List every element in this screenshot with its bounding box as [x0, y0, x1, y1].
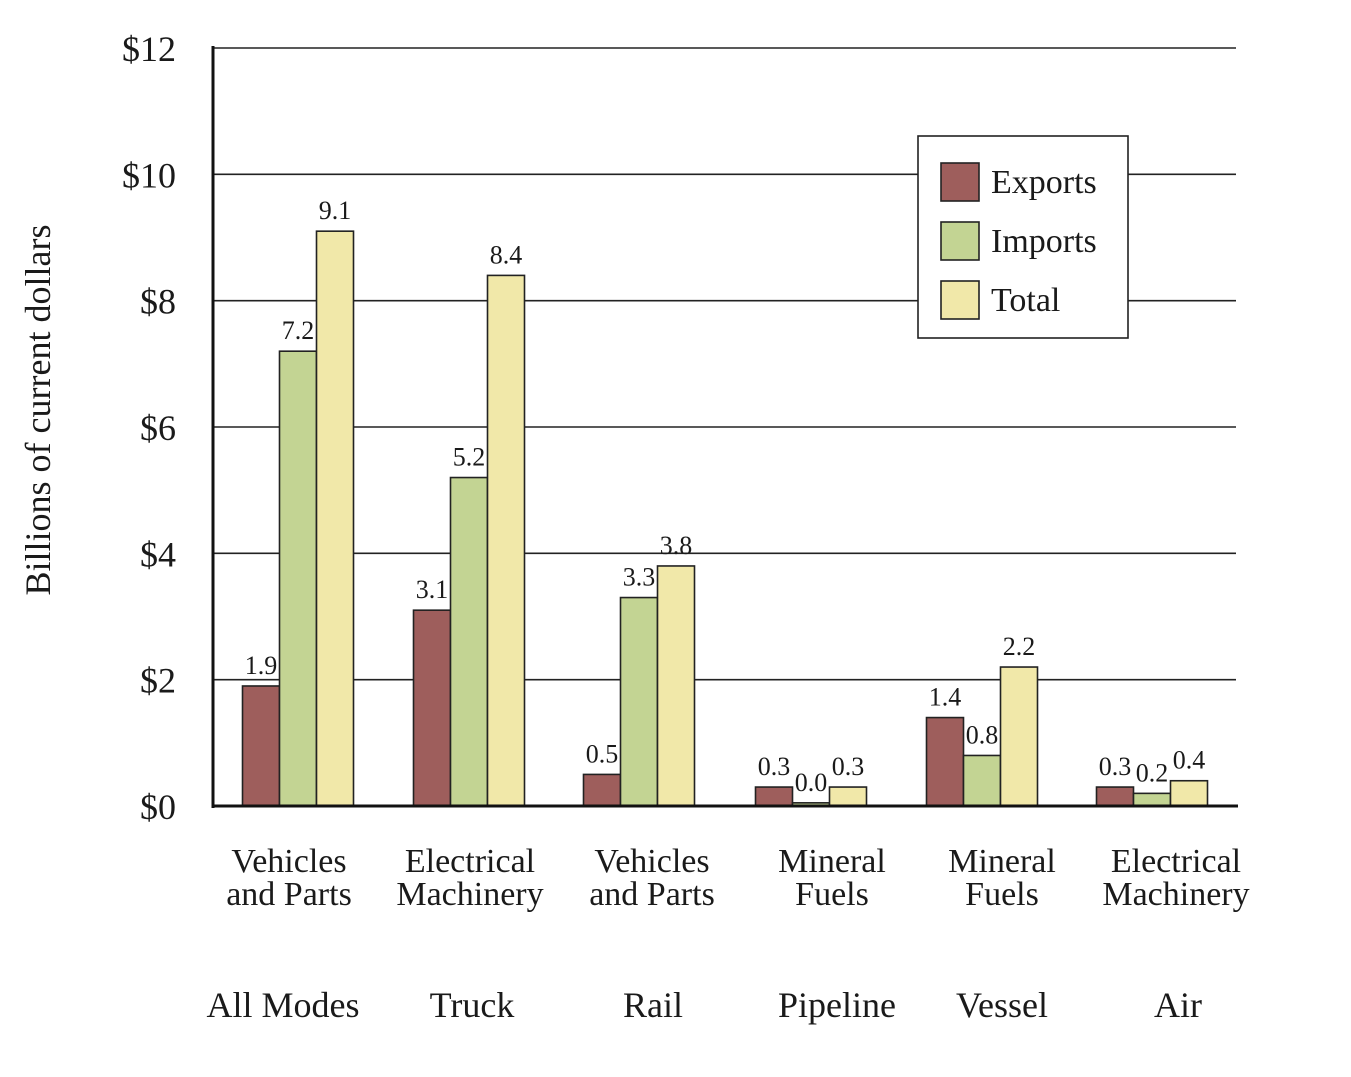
- legend-swatch-total: [940, 280, 980, 320]
- data-label: 7.2: [282, 316, 315, 345]
- category-label-line2: and Parts: [226, 876, 352, 913]
- mode-label: Air: [1154, 985, 1202, 1025]
- axes: [211, 46, 1238, 808]
- data-label: 0.3: [1099, 752, 1132, 781]
- data-label: 0.5: [586, 739, 619, 768]
- bars: [241, 230, 1209, 807]
- bar-imports: [1132, 792, 1172, 807]
- mode-label: Rail: [623, 985, 683, 1025]
- y-tick-label: $12: [122, 29, 176, 69]
- category-label-line2: Machinery: [1102, 876, 1249, 913]
- bar-imports: [619, 596, 659, 807]
- data-label: 1.4: [929, 683, 962, 712]
- data-label: 0.8: [966, 720, 999, 749]
- category-label-line1: Vehicles: [231, 843, 346, 880]
- category-label-line1: Vehicles: [594, 843, 709, 880]
- data-label: 5.2: [453, 443, 486, 472]
- data-label: 9.1: [319, 196, 352, 225]
- y-tick-label: $6: [140, 408, 176, 448]
- bar-exports: [412, 609, 452, 807]
- legend-label: Imports: [991, 223, 1097, 260]
- bar-total: [999, 666, 1039, 807]
- bar-total: [1169, 779, 1209, 807]
- legend-label: Exports: [991, 164, 1097, 201]
- mode-label: Pipeline: [778, 985, 896, 1025]
- category-label-line1: Electrical: [1111, 843, 1241, 880]
- legend-swatch-exports: [940, 162, 980, 202]
- y-axis-label: Billions of current dollars: [18, 225, 58, 596]
- bar-total: [828, 786, 868, 807]
- bar-exports: [1095, 786, 1135, 807]
- category-label-line2: Fuels: [795, 876, 869, 913]
- bar-imports: [962, 754, 1002, 807]
- category-label-line2: Machinery: [396, 876, 543, 913]
- mode-label: Vessel: [956, 985, 1048, 1025]
- data-label: 3.8: [660, 531, 693, 560]
- y-tick-label: $2: [140, 661, 176, 701]
- data-label: 3.1: [416, 575, 449, 604]
- category-label-line1: Electrical: [405, 843, 535, 880]
- category-label-line1: Mineral: [948, 843, 1056, 880]
- data-label: 0.2: [1136, 758, 1169, 787]
- data-labels: 1.97.29.13.15.28.40.53.33.80.30.00.31.40…: [245, 196, 1206, 797]
- bar-total: [656, 565, 696, 807]
- data-label: 0.4: [1173, 746, 1206, 775]
- data-label: 1.9: [245, 651, 278, 680]
- legend-swatch-imports: [940, 221, 980, 261]
- category-label-line2: and Parts: [589, 876, 715, 913]
- category-label-line2: Fuels: [965, 876, 1039, 913]
- bar-imports: [278, 350, 318, 807]
- data-label: 0.3: [758, 752, 791, 781]
- gridlines: [213, 47, 1236, 681]
- y-tick-label: $4: [140, 534, 176, 574]
- category-label-line1: Mineral: [778, 843, 886, 880]
- y-tick-label: $10: [122, 155, 176, 195]
- data-label: 2.2: [1003, 632, 1036, 661]
- mode-label: Truck: [430, 985, 515, 1025]
- bar-imports: [449, 476, 489, 807]
- legend-label: Total: [991, 282, 1060, 319]
- bar-exports: [582, 773, 622, 807]
- y-tick-labels: $0 $2 $4 $6 $8 $10 $12: [122, 29, 176, 827]
- mode-labels: All Modes Truck Rail Pipeline Vessel Air: [207, 985, 1203, 1025]
- y-tick-label: $8: [140, 282, 176, 322]
- data-label: 0.3: [832, 752, 865, 781]
- bar-total: [315, 230, 355, 807]
- mode-label: All Modes: [207, 985, 360, 1025]
- data-label: 8.4: [490, 240, 523, 269]
- bar-total: [486, 274, 526, 807]
- legend: Exports Imports Total: [917, 135, 1129, 339]
- y-tick-label: $0: [140, 787, 176, 827]
- bar-exports: [925, 716, 965, 807]
- data-label: 0.0: [795, 768, 828, 797]
- data-label: 3.3: [623, 563, 656, 592]
- bar-exports: [754, 786, 794, 807]
- bar-exports: [241, 685, 281, 807]
